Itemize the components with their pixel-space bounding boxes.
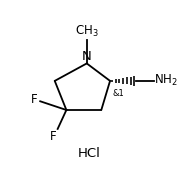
- Text: NH$_2$: NH$_2$: [154, 73, 178, 88]
- Text: N: N: [82, 50, 92, 63]
- Text: &1: &1: [112, 89, 124, 98]
- Text: F: F: [31, 93, 37, 106]
- Text: F: F: [50, 130, 56, 143]
- Text: HCl: HCl: [78, 147, 101, 160]
- Text: CH$_3$: CH$_3$: [75, 24, 99, 40]
